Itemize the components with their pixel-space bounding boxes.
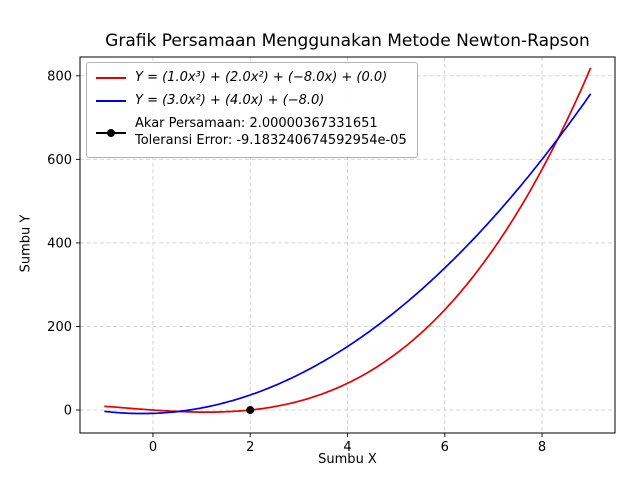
legend-entry-root: Akar Persamaan: 2.00000367331651 Toleran… <box>96 116 407 150</box>
legend-entry-red-curve: Y = (1.0x³) + (2.0x²) + (−8.0x) + (0.0) <box>96 70 407 87</box>
y-tick-label: 400 <box>47 236 72 251</box>
root-point <box>246 406 255 415</box>
y-axis-label: Sumbu Y <box>18 214 34 273</box>
series-curve-0 <box>104 67 592 413</box>
legend-entry-blue-curve: Y = (3.0x²) + (4.0x) + (−8.0) <box>96 93 407 110</box>
x-tick-label: 0 <box>149 440 157 455</box>
x-tick-label: 4 <box>343 440 351 455</box>
x-tick-label: 6 <box>441 440 449 455</box>
blue-line-sample <box>96 100 126 103</box>
y-tick-label: 0 <box>64 404 72 419</box>
y-tick-label: 600 <box>47 153 72 168</box>
legend: Y = (1.0x³) + (2.0x²) + (−8.0x) + (0.0) … <box>86 62 418 158</box>
y-tick-label: 200 <box>47 320 72 335</box>
x-tick-label: 2 <box>246 440 254 455</box>
root-marker-point <box>246 406 255 415</box>
chart-title: Grafik Persamaan Menggunakan Metode Newt… <box>105 31 590 51</box>
tick-marks <box>76 75 543 437</box>
x-axis-label: Sumbu X <box>318 452 377 467</box>
series-curve-1 <box>104 93 592 415</box>
y-tick-label: 800 <box>47 69 72 84</box>
red-line-sample <box>96 77 126 80</box>
marker-dot-icon <box>107 128 115 137</box>
legend-label-red: Y = (1.0x³) + (2.0x²) + (−8.0x) + (0.0) <box>135 70 388 85</box>
legend-label-root: Akar Persamaan: 2.00000367331651 Toleran… <box>135 116 407 150</box>
tolerance-error-text: Toleransi Error: -9.183240674592954e-05 <box>135 132 407 148</box>
root-line-sample <box>96 128 126 137</box>
root-value-text: Akar Persamaan: 2.00000367331651 <box>135 115 378 131</box>
series-curves <box>104 67 592 415</box>
x-tick-label: 8 <box>538 440 546 455</box>
tick-labels: 0 2 4 6 8 0 200 400 600 800 <box>47 69 546 455</box>
legend-label-blue: Y = (3.0x²) + (4.0x) + (−8.0) <box>135 92 325 108</box>
